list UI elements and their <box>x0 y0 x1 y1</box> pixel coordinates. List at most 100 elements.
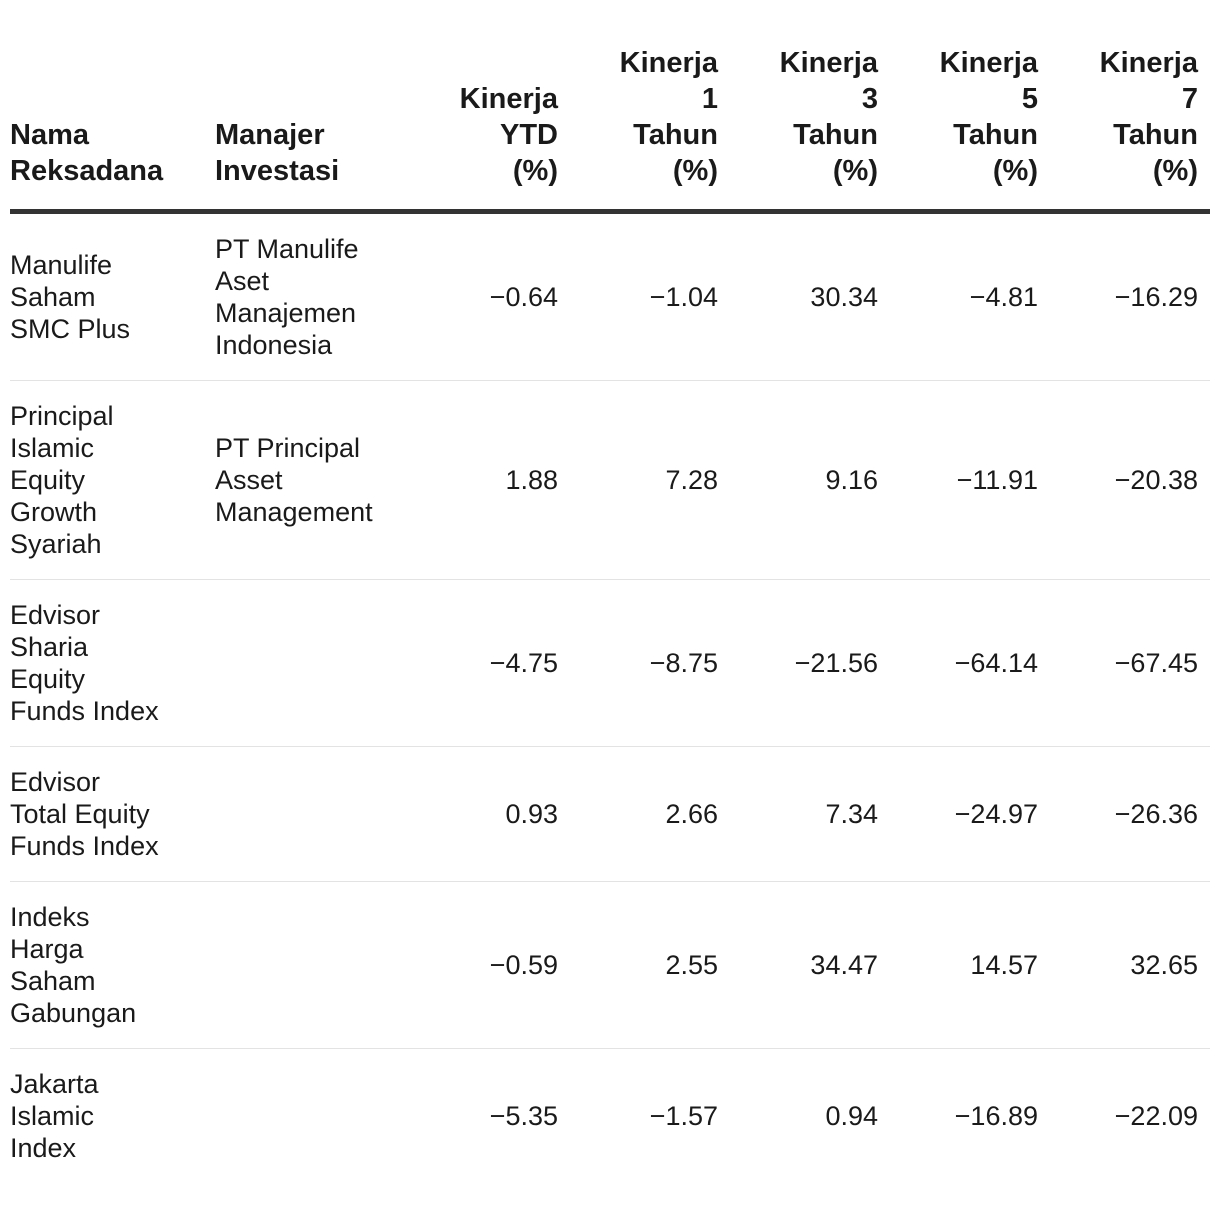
header-line: Tahun <box>793 119 878 151</box>
7y-value: −22.09 <box>1114 1101 1198 1131</box>
header-line: 1 <box>701 83 718 115</box>
investment-manager-cell <box>215 1049 410 1184</box>
header-3y-performance: Kinerja 3 Tahun (%) <box>730 0 890 214</box>
table-body: Manulife Saham SMC Plus PT Manulife Aset Mana… <box>10 211 1210 1184</box>
5y-value: 14.57 <box>890 881 1050 1049</box>
5y-value: −11.91 <box>890 380 1050 580</box>
table-row: Principal Islamic Equity Growth Syariah PT Pr… <box>10 380 1210 580</box>
header-line: (%) <box>672 155 718 187</box>
header-line: Tahun <box>953 119 1038 151</box>
5y-value: −4.81 <box>890 211 1050 381</box>
fund-name-cell: Edvisor Total Equity Funds Index <box>10 746 215 882</box>
table-row: Edvisor Sharia Equity Funds Index −4.75 −8.75… <box>10 579 1210 747</box>
fund-name-line: Funds Index <box>10 696 159 726</box>
header-fund-name: Nama Reksadana <box>10 0 215 214</box>
header-line: 5 <box>1021 83 1038 115</box>
fund-performance-table-container: Nama Reksadana Manajer Investasi Kinerja YT… <box>10 0 1210 1183</box>
investment-manager-line: Manajemen <box>215 298 357 328</box>
fund-name-line: Edvisor <box>10 600 101 630</box>
7y-value: 32.65 <box>1050 881 1210 1049</box>
header-line: Kinerja <box>939 47 1038 79</box>
header-5y-performance: Kinerja 5 Tahun (%) <box>890 0 1050 214</box>
table-header: Nama Reksadana Manajer Investasi Kinerja YT… <box>10 0 1210 214</box>
ytd-value: −0.59 <box>410 881 570 1049</box>
fund-name-line: Islamic <box>10 433 95 463</box>
fund-name-line: Growth <box>10 497 98 527</box>
header-line: Tahun <box>1113 119 1198 151</box>
fund-name-line: Islamic <box>10 1101 95 1131</box>
header-row: Nama Reksadana Manajer Investasi Kinerja YT… <box>10 0 1210 214</box>
fund-name-line: Harga <box>10 934 84 964</box>
investment-manager-line: Management <box>215 497 373 527</box>
5y-value: −64.14 <box>890 579 1050 747</box>
7y-value: −26.36 <box>1050 746 1210 882</box>
table-row: Manulife Saham SMC Plus PT Manulife Aset Mana… <box>10 211 1210 381</box>
fund-name-line: SMC Plus <box>10 314 131 344</box>
fund-name-line: Saham <box>10 966 96 996</box>
5y-value: −16.89 <box>954 1101 1038 1131</box>
fund-name-line: Syariah <box>10 529 102 559</box>
ytd-value: −5.35 <box>489 1101 558 1131</box>
fund-name-cell: Edvisor Sharia Equity Funds Index <box>10 579 215 747</box>
header-line: Kinerja <box>619 47 718 79</box>
header-line: Reksadana <box>10 155 164 187</box>
fund-name-line: Funds Index <box>10 831 159 861</box>
fund-name-line: Total Equity <box>10 799 150 829</box>
fund-name-cell: Jakarta Islamic Index <box>10 1049 215 1184</box>
fund-name-line: Principal <box>10 401 114 431</box>
investment-manager-cell: PT Manulife Aset Manajemen Indonesia <box>215 211 410 381</box>
header-line: Tahun <box>633 119 718 151</box>
1y-value: −1.57 <box>649 1101 718 1131</box>
header-line: Nama <box>10 119 89 151</box>
fund-name-line: Saham <box>10 282 96 312</box>
ytd-value: −4.75 <box>410 579 570 747</box>
1y-value: 2.55 <box>570 881 730 1049</box>
header-line: Kinerja <box>459 83 558 115</box>
fund-name-line: Gabungan <box>10 998 137 1028</box>
fund-name-line: Manulife <box>10 250 113 280</box>
fund-name-line: Equity <box>10 465 86 495</box>
table-row: Jakarta Islamic Index −5.35 −1.57 0.94 −16.89 −… <box>10 1049 1210 1184</box>
header-ytd-performance: Kinerja YTD (%) <box>410 0 570 214</box>
1y-value: −1.04 <box>570 211 730 381</box>
investment-manager-cell <box>215 881 410 1049</box>
header-line: (%) <box>1152 155 1198 187</box>
3y-value: −21.56 <box>730 579 890 747</box>
header-7y-performance: Kinerja 7 Tahun (%) <box>1050 0 1210 214</box>
table-row: Indeks Harga Saham Gabungan −0.59 2.55 34.47 14… <box>10 881 1210 1049</box>
fund-name-cell: Principal Islamic Equity Growth Syariah <box>10 380 215 580</box>
1y-value: −8.75 <box>570 579 730 747</box>
fund-name-cell: Indeks Harga Saham Gabungan <box>10 881 215 1049</box>
ytd-value: 1.88 <box>410 380 570 580</box>
header-line: Investasi <box>215 155 340 187</box>
7y-value: −20.38 <box>1050 380 1210 580</box>
fund-name-line: Sharia <box>10 632 89 662</box>
fund-name-line: Equity <box>10 664 86 694</box>
7y-value: −67.45 <box>1050 579 1210 747</box>
investment-manager-line: Aset <box>215 266 270 296</box>
1y-value: 2.66 <box>570 746 730 882</box>
3y-value: 0.94 <box>825 1101 878 1131</box>
fund-performance-table: Nama Reksadana Manajer Investasi Kinerja YT… <box>10 0 1210 1183</box>
header-line: (%) <box>512 155 558 187</box>
fund-name-line: Edvisor <box>10 767 101 797</box>
investment-manager-line: Asset <box>215 465 283 495</box>
ytd-value: −0.64 <box>410 211 570 381</box>
fund-name-cell: Manulife Saham SMC Plus <box>10 211 215 381</box>
header-line: 7 <box>1181 83 1198 115</box>
3y-value: 34.47 <box>730 881 890 1049</box>
investment-manager-cell <box>215 579 410 747</box>
header-line: Kinerja <box>1099 47 1198 79</box>
header-line: Manajer <box>215 119 325 151</box>
1y-value: 7.28 <box>570 380 730 580</box>
3y-value: 9.16 <box>730 380 890 580</box>
5y-value: −24.97 <box>890 746 1050 882</box>
investment-manager-line: PT Principal <box>215 433 361 463</box>
ytd-value: 0.93 <box>410 746 570 882</box>
fund-name-line: Jakarta <box>10 1069 99 1099</box>
header-line: (%) <box>992 155 1038 187</box>
investment-manager-line: PT Manulife <box>215 234 359 264</box>
header-line: Kinerja <box>779 47 878 79</box>
fund-name-line: Index <box>10 1133 77 1163</box>
header-line: 3 <box>861 83 878 115</box>
